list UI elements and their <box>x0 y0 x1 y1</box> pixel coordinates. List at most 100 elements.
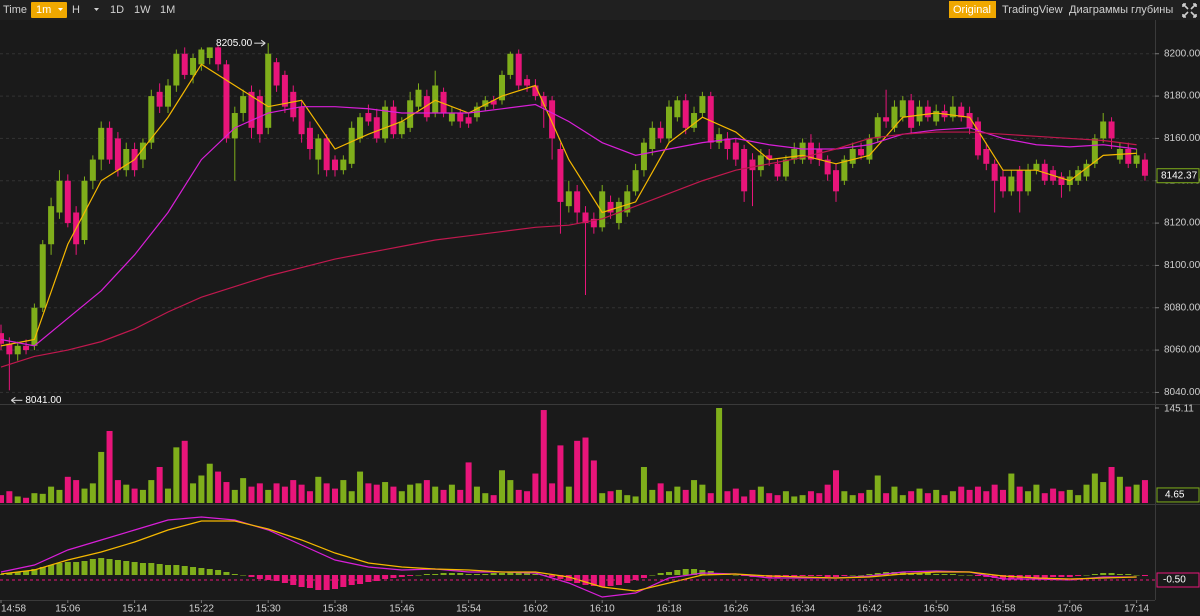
toolbar-button[interactable]: Time <box>3 4 27 16</box>
volume-bar <box>231 489 238 503</box>
macd-bar <box>206 569 213 575</box>
candle-body <box>98 127 105 160</box>
volume-bar <box>1083 484 1090 503</box>
macd-bar <box>933 574 940 575</box>
candle-body <box>340 159 347 171</box>
volume-bar <box>323 483 330 503</box>
candle-body <box>415 89 422 107</box>
candle-body <box>540 96 547 107</box>
toolbar-button[interactable]: 1D <box>110 4 124 16</box>
macd-bar <box>833 575 839 577</box>
y-tick-label: 8180.00 <box>1164 91 1200 102</box>
x-tick-label: 16:02 <box>523 604 548 615</box>
volume-bar <box>490 495 497 503</box>
candle-body <box>56 180 63 213</box>
volume-bar <box>540 410 547 503</box>
candle-body <box>757 155 764 171</box>
candle-body <box>632 170 639 192</box>
x-tick-label: 16:18 <box>656 604 681 615</box>
macd-bar <box>490 573 497 575</box>
volume-bar <box>582 437 589 503</box>
macd-bar <box>1033 575 1040 578</box>
volume-bar <box>657 483 664 503</box>
macd-bar <box>816 575 823 576</box>
volume-bar <box>724 491 731 503</box>
volume-bar <box>565 486 572 503</box>
volume-bar <box>807 491 814 503</box>
view-button[interactable]: TradingView <box>1002 4 1063 16</box>
macd-bar <box>81 561 88 575</box>
candle-body <box>1008 176 1015 192</box>
macd-bar <box>215 570 222 575</box>
volume-bar <box>515 489 522 503</box>
volume-bar <box>774 495 781 503</box>
candle-body <box>323 138 330 171</box>
volume-bar <box>1000 489 1006 503</box>
candle-body <box>891 106 898 128</box>
macd-bar <box>315 575 322 590</box>
macd-bar <box>916 573 923 575</box>
candle-body <box>849 149 856 164</box>
candle-body <box>123 149 130 171</box>
view-button[interactable]: Диаграммы глубины <box>1069 4 1173 16</box>
volume-bar <box>423 480 430 503</box>
macd-bar <box>1041 575 1048 578</box>
volume-bar <box>315 476 322 503</box>
view-button[interactable]: Original <box>953 4 991 16</box>
macd-bar <box>298 575 305 587</box>
macd-bar <box>924 573 931 575</box>
macd-bar <box>348 575 355 585</box>
toolbar-button[interactable]: 1m <box>36 4 51 16</box>
macd-bar <box>290 575 297 585</box>
candle-body <box>916 106 923 122</box>
candle-body <box>156 91 163 107</box>
macd-bar <box>148 563 155 575</box>
toolbar-button[interactable]: 1M <box>160 4 175 16</box>
candle-body <box>532 85 539 97</box>
fullscreen-icon[interactable] <box>1182 3 1197 18</box>
macd-bar <box>1083 575 1090 576</box>
macd-bar <box>398 575 405 577</box>
volume-bar <box>48 486 55 503</box>
volume-bar <box>782 491 789 503</box>
volume-bar <box>707 493 714 503</box>
macd-bar <box>281 575 288 583</box>
candle-body <box>858 149 865 156</box>
volume-bar <box>599 493 606 503</box>
candle-body <box>215 47 222 65</box>
macd-bar <box>123 561 130 575</box>
candle-body <box>482 100 489 107</box>
candle-body <box>365 113 372 122</box>
volume-bar <box>390 486 397 503</box>
volume-bar <box>64 476 71 503</box>
macd-bar <box>473 574 480 575</box>
candle-body <box>173 53 180 86</box>
volume-bar <box>382 482 389 503</box>
volume-bar <box>139 489 146 503</box>
candle-body <box>991 163 998 181</box>
volume-bar <box>306 491 313 503</box>
macd-bar <box>1116 574 1123 575</box>
volume-bar <box>958 486 965 503</box>
volume-bar <box>240 478 247 503</box>
candle-body <box>565 191 572 207</box>
candle-body <box>1075 170 1082 181</box>
x-tick-label: 15:30 <box>256 604 281 615</box>
volume-bar <box>866 489 873 503</box>
toolbar-button[interactable]: 1W <box>134 4 151 16</box>
volume-bar <box>23 497 30 503</box>
x-tick-label: 15:46 <box>389 604 414 615</box>
high-label: 8205.00 <box>216 38 253 49</box>
macd-bar <box>824 575 831 577</box>
macd-bar <box>139 563 146 575</box>
macd-bar <box>507 572 514 575</box>
candle-body <box>81 180 88 241</box>
x-tick-label: 16:58 <box>990 604 1015 615</box>
toolbar-button[interactable]: H <box>72 4 80 16</box>
y-tick-label: 8100.00 <box>1164 260 1200 271</box>
candle-body <box>741 149 748 192</box>
volume-bar <box>649 489 656 503</box>
volume-bar <box>732 488 739 503</box>
volume-bar <box>799 495 806 503</box>
volume-bar <box>933 489 940 503</box>
